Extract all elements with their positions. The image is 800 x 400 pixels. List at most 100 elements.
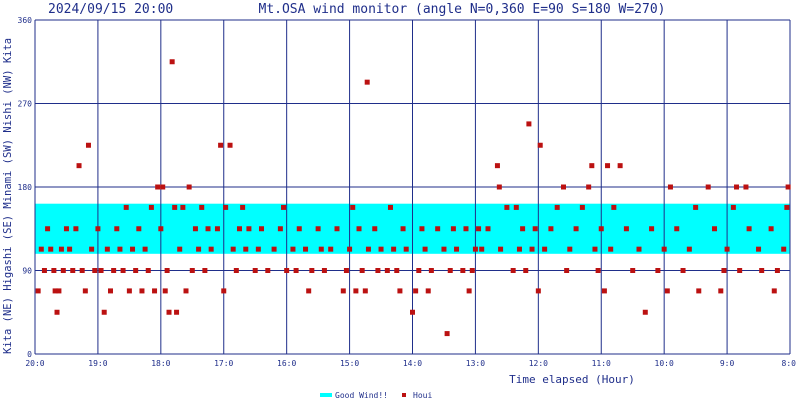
y-axis-label-segment: (SW)	[2, 139, 14, 171]
houi-point	[306, 288, 312, 294]
houi-point	[542, 246, 548, 252]
houi-point	[130, 246, 136, 252]
y-tick-label: 180	[18, 183, 33, 192]
y-axis-label-segment: (NE)	[2, 297, 14, 329]
houi-point	[466, 288, 472, 294]
houi-point	[196, 246, 202, 252]
houi-point	[642, 309, 648, 315]
houi-point	[309, 268, 315, 273]
houi-point	[98, 268, 104, 273]
y-axis-label: Kita (NE) Higashi (SE) Minami (SW) Nishi…	[2, 38, 14, 354]
houi-point	[479, 246, 485, 252]
houi-point	[172, 204, 178, 210]
houi-point	[410, 309, 415, 315]
y-axis-label-segment: Higashi	[2, 247, 14, 298]
houi-point	[523, 268, 529, 273]
houi-point	[284, 268, 290, 273]
houi-point	[516, 246, 522, 252]
houi-point	[400, 226, 406, 232]
houi-point	[63, 226, 69, 232]
houi-point	[328, 246, 334, 252]
houi-point	[164, 268, 170, 273]
houi-point	[148, 204, 154, 210]
x-tick-label: 10:0	[655, 359, 674, 368]
houi-point	[208, 246, 214, 252]
houi-point	[535, 288, 541, 294]
houi-point	[649, 226, 655, 232]
houi-point	[158, 226, 164, 232]
houi-point	[180, 204, 186, 210]
houi-point	[174, 309, 180, 315]
legend-houi-label: Houi	[413, 391, 432, 400]
houi-point	[45, 226, 51, 232]
houi-point	[441, 246, 447, 252]
houi-point	[598, 226, 604, 232]
houi-point	[117, 246, 123, 252]
houi-point	[372, 226, 378, 232]
houi-point	[375, 268, 381, 273]
timestamp: 2024/09/15 20:00	[48, 2, 173, 17]
houi-point	[60, 268, 66, 273]
x-tick-label: 18:0	[151, 359, 170, 368]
houi-point	[362, 288, 368, 294]
y-axis-label-text: Kita (NE) Higashi (SE) Minami (SW) Nishi…	[2, 38, 14, 354]
houi-point	[403, 246, 409, 252]
houi-point	[76, 163, 82, 169]
houi-point	[233, 268, 239, 273]
houi-point	[192, 226, 198, 232]
houi-point	[160, 184, 166, 190]
legend-good-label: Good Wind!!	[335, 391, 388, 400]
houi-point	[169, 59, 175, 65]
houi-point	[636, 246, 642, 252]
houi-point	[743, 184, 749, 190]
houi-point	[236, 226, 242, 232]
y-axis-label-segment: (NW)	[2, 69, 14, 101]
houi-point	[592, 246, 598, 252]
houi-point	[476, 226, 482, 232]
houi-point	[126, 288, 132, 294]
houi-point	[623, 226, 629, 232]
houi-point	[54, 309, 60, 315]
x-tick-label: 15:0	[340, 359, 359, 368]
houi-point	[35, 288, 41, 294]
houi-point	[384, 268, 390, 273]
houi-point	[177, 246, 183, 252]
houi-point	[48, 246, 54, 252]
houi-point	[92, 268, 98, 273]
houi-point	[387, 204, 393, 210]
houi-point	[123, 204, 129, 210]
houi-point	[340, 288, 346, 294]
houi-point	[265, 268, 271, 273]
houi-point	[58, 246, 64, 252]
houi-point	[667, 184, 673, 190]
x-tick-label: 16:0	[277, 359, 296, 368]
x-tick-label: 20:0	[25, 359, 44, 368]
houi-point	[537, 142, 543, 148]
houi-point	[655, 268, 661, 273]
houi-point	[334, 226, 340, 232]
houi-point	[350, 204, 356, 210]
legend-houi-swatch	[402, 393, 406, 397]
houi-point	[252, 268, 258, 273]
houi-point	[447, 268, 453, 273]
x-tick-label: 13:0	[466, 359, 485, 368]
houi-point	[101, 309, 107, 315]
header: 2024/09/15 20:00 Mt.OSA wind monitor (an…	[48, 2, 666, 17]
y-tick-labels: 0 90 180 270 360	[18, 16, 33, 359]
houi-point	[277, 226, 283, 232]
houi-point	[70, 268, 76, 273]
houi-point	[227, 142, 233, 148]
houi-point	[781, 246, 787, 252]
houi-point	[290, 246, 296, 252]
houi-point	[548, 226, 554, 232]
houi-point	[73, 226, 79, 232]
houi-point	[498, 246, 504, 252]
houi-point	[145, 268, 151, 273]
y-axis-label-segment: Kita	[2, 329, 14, 354]
houi-point	[67, 246, 73, 252]
houi-point	[321, 268, 327, 273]
houi-point	[318, 246, 324, 252]
houi-point	[564, 268, 570, 273]
houi-point	[664, 288, 670, 294]
